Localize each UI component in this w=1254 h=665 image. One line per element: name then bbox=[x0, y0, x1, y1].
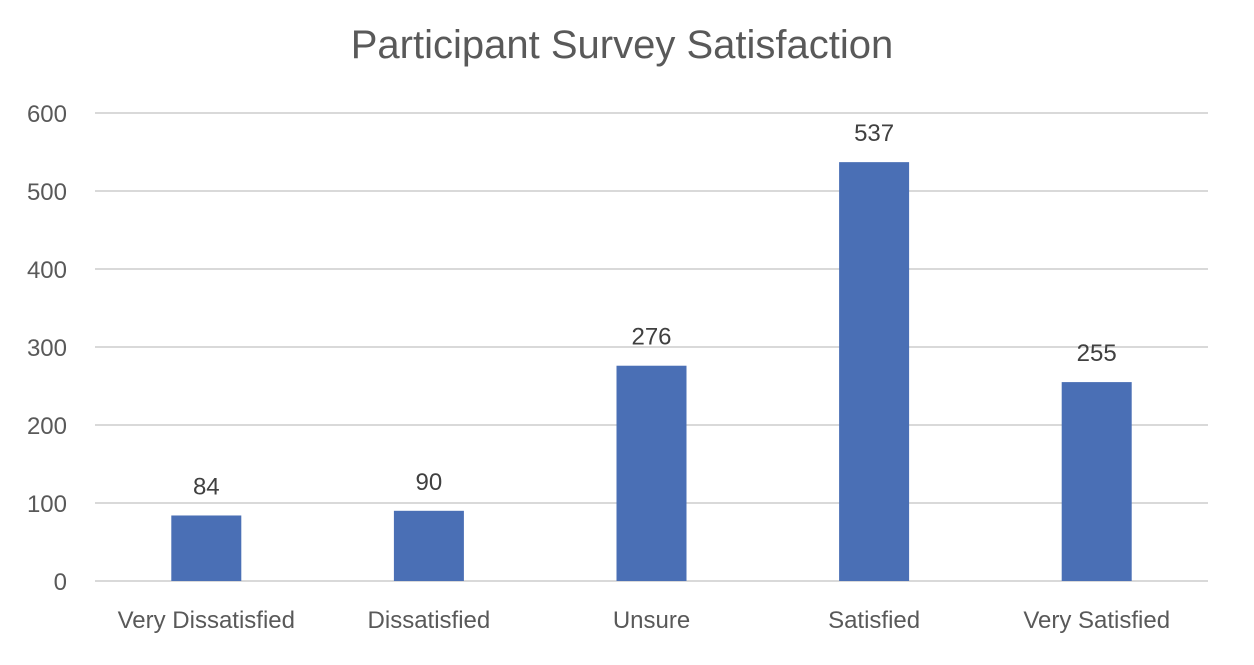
y-tick-label: 0 bbox=[54, 569, 67, 596]
x-tick-label: Very Satisfied bbox=[1023, 607, 1170, 634]
y-tick-label: 200 bbox=[27, 413, 67, 440]
bar bbox=[171, 515, 242, 581]
x-axis-tick-labels: Very Dissatisfied Dissatisfied Unsure Satis… bbox=[118, 607, 1170, 634]
bar bbox=[616, 365, 687, 581]
data-label: 84 bbox=[193, 473, 220, 500]
data-label: 537 bbox=[854, 120, 894, 147]
bar bbox=[1061, 382, 1132, 581]
data-label: 90 bbox=[416, 469, 443, 496]
y-tick-label: 300 bbox=[27, 335, 67, 362]
x-tick-label: Unsure bbox=[613, 607, 690, 634]
y-tick-label: 400 bbox=[27, 257, 67, 284]
data-label: 255 bbox=[1077, 340, 1117, 367]
y-axis-tick-labels: 0 100 200 300 400 500 600 bbox=[27, 101, 67, 596]
x-tick-label: Very Dissatisfied bbox=[118, 607, 295, 634]
bars bbox=[171, 162, 1132, 581]
data-labels: 84 90 276 537 255 bbox=[193, 120, 1117, 500]
chart-title: Participant Survey Satisfaction bbox=[351, 23, 893, 67]
bar bbox=[393, 510, 464, 581]
x-tick-label: Satisfied bbox=[828, 607, 920, 634]
data-label: 276 bbox=[631, 324, 671, 351]
bar bbox=[839, 162, 910, 581]
y-tick-label: 100 bbox=[27, 491, 67, 518]
y-tick-label: 600 bbox=[27, 101, 67, 128]
x-tick-label: Dissatisfied bbox=[368, 607, 491, 634]
y-tick-label: 500 bbox=[27, 179, 67, 206]
